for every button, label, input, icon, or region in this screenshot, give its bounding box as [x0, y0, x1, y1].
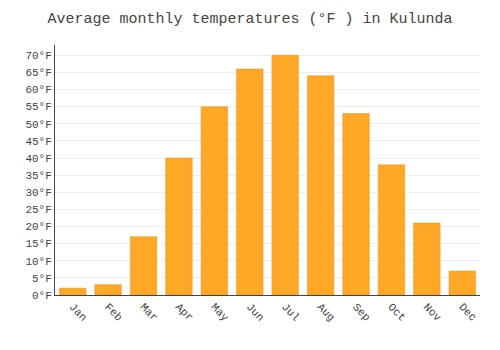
svg-text:60°F: 60°F: [25, 84, 51, 96]
svg-text:Jan: Jan: [67, 301, 89, 323]
svg-text:Mar: Mar: [138, 301, 160, 323]
svg-text:Dec: Dec: [456, 301, 478, 323]
svg-text:20°F: 20°F: [25, 221, 51, 233]
svg-text:Jun: Jun: [244, 301, 266, 323]
svg-text:70°F: 70°F: [25, 50, 51, 62]
svg-text:Aug: Aug: [315, 301, 337, 323]
svg-text:35°F: 35°F: [25, 170, 51, 182]
svg-text:Feb: Feb: [102, 301, 124, 323]
svg-text:45°F: 45°F: [25, 136, 51, 148]
svg-text:Nov: Nov: [421, 301, 444, 324]
svg-text:10°F: 10°F: [25, 256, 51, 268]
svg-text:0°F: 0°F: [32, 290, 52, 302]
svg-text:55°F: 55°F: [25, 101, 51, 113]
svg-text:50°F: 50°F: [25, 119, 51, 131]
svg-text:30°F: 30°F: [25, 187, 51, 199]
svg-text:Apr: Apr: [173, 301, 195, 323]
svg-text:Average monthly temperatures (: Average monthly temperatures (°F ) in Ku…: [47, 11, 452, 28]
svg-text:25°F: 25°F: [25, 204, 51, 216]
svg-text:15°F: 15°F: [25, 238, 51, 250]
svg-text:40°F: 40°F: [25, 153, 51, 165]
svg-text:5°F: 5°F: [32, 273, 52, 285]
svg-text:65°F: 65°F: [25, 67, 51, 79]
svg-text:Oct: Oct: [385, 301, 407, 323]
svg-text:Sep: Sep: [350, 301, 372, 323]
svg-text:Jul: Jul: [279, 301, 301, 323]
svg-text:May: May: [208, 301, 231, 324]
